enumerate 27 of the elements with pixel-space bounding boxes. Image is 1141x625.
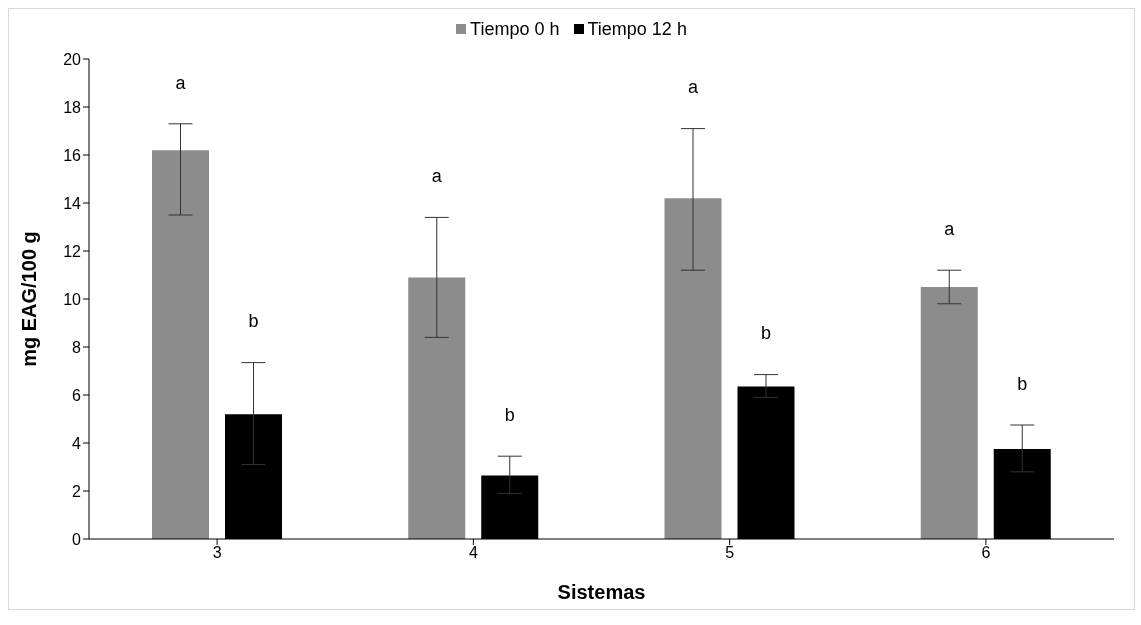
y-tick-label: 16	[63, 146, 82, 164]
annotation: a	[431, 166, 443, 187]
annotation: a	[688, 77, 700, 98]
y-tick-label: 0	[72, 530, 82, 548]
annotation: a	[944, 218, 956, 239]
annotation: b	[504, 404, 515, 425]
y-tick-label: 2	[72, 482, 82, 500]
y-tick-label: 12	[63, 242, 82, 260]
x-axis-title: Sistemas	[557, 581, 646, 603]
legend-label: Tiempo 0 h	[470, 18, 560, 40]
annotation: b	[1017, 373, 1028, 394]
y-axis-title: mg EAG/100 g	[18, 231, 41, 367]
y-tick-label: 6	[72, 386, 82, 404]
legend-label: Tiempo 12 h	[587, 18, 687, 40]
annotation: a	[175, 72, 187, 93]
x-tick-label: 6	[981, 544, 991, 562]
x-tick-label: 3	[212, 544, 222, 562]
y-tick-label: 8	[72, 338, 82, 356]
y-tick-label: 20	[63, 50, 82, 68]
y-tick-label: 4	[72, 434, 82, 452]
y-tick-label: 14	[63, 194, 82, 212]
y-tick-label: 10	[63, 290, 82, 308]
x-tick-label: 5	[725, 544, 735, 562]
annotation: b	[761, 323, 772, 344]
y-tick-label: 18	[63, 98, 82, 116]
annotation: b	[248, 311, 259, 332]
x-tick-label: 4	[468, 544, 478, 562]
